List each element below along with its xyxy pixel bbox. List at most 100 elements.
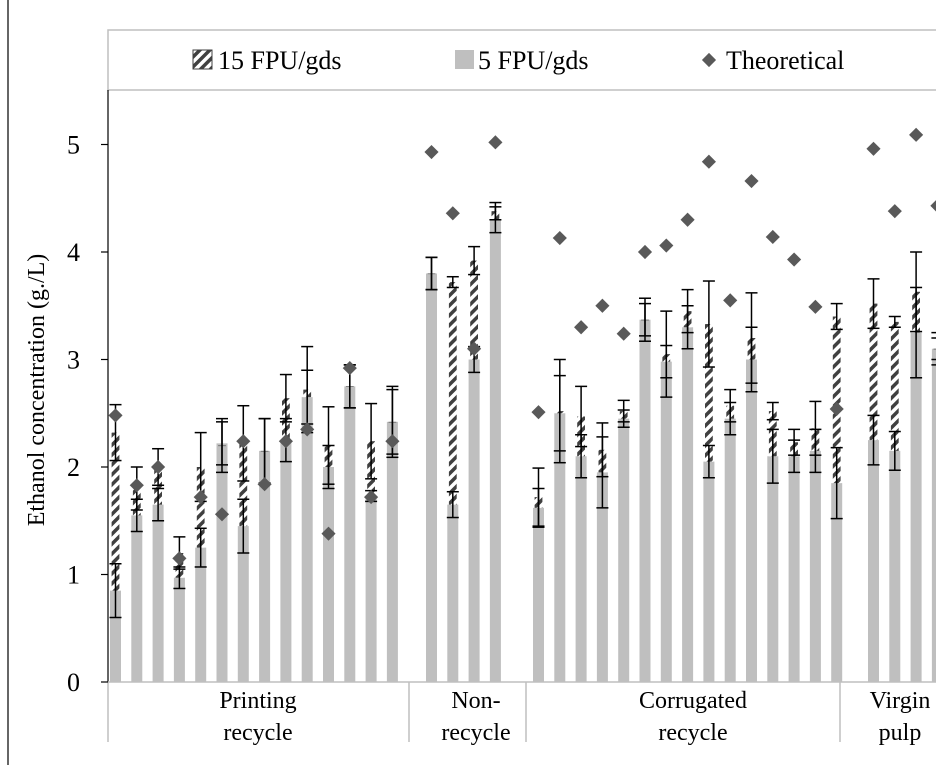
theoretical-marker (723, 293, 738, 308)
legend-swatch-5fpu (455, 50, 474, 69)
y-tick-label: 5 (67, 131, 80, 160)
bar-5fpu (639, 319, 651, 682)
group-label-line1: Corrugated (639, 688, 747, 714)
theoretical-marker (321, 526, 336, 541)
bar-15fpu (933, 348, 936, 350)
group-label-line2: recycle (223, 720, 292, 746)
theoretical-marker (909, 127, 924, 142)
bar-5fpu (767, 456, 779, 682)
bars (110, 211, 936, 682)
theoretical-marker (637, 244, 653, 260)
theoretical-marker (467, 341, 482, 356)
y-axis-label: Ethanol concentration (g./L) (24, 254, 50, 527)
group-labels: Printing recycle Non-recycle Corrugated recy… (219, 688, 930, 746)
bar-5fpu (131, 515, 143, 682)
bar-15fpu (196, 467, 205, 548)
legend-label-15fpu: 15 FPU/gds (218, 46, 342, 75)
bar-15fpu (470, 260, 478, 360)
theoretical-marker (151, 459, 166, 475)
bar-5fpu (195, 547, 207, 682)
theoretical-marker (424, 144, 439, 160)
bar-15fpu (239, 443, 248, 527)
bar-5fpu (931, 348, 936, 682)
bar-5fpu (596, 472, 608, 682)
bar-5fpu (746, 359, 757, 682)
theoretical-marker (364, 490, 379, 505)
theoretical-marker (214, 507, 230, 522)
legend-swatch-15fpu (192, 49, 213, 70)
theoretical-marker (866, 141, 881, 156)
bar-5fpu (301, 397, 313, 682)
bar-5fpu (447, 504, 459, 682)
group-label-line2: recycle (441, 720, 510, 746)
theoretical-marker (531, 405, 546, 420)
bar-5fpu (724, 418, 736, 682)
bar-5fpu (868, 440, 879, 682)
theoretical-marker (680, 212, 695, 227)
bar-15fpu (832, 316, 841, 484)
bar-15fpu (705, 324, 713, 462)
bar-5fpu (216, 443, 228, 682)
theoretical-marker (488, 135, 503, 150)
y-tick-label: 0 (67, 668, 80, 697)
theoretical-marker (616, 326, 631, 341)
theoretical-marker (445, 206, 460, 221)
theoretical-marker (659, 238, 674, 253)
theoretical-marker (193, 490, 208, 505)
theoretical-marker (552, 230, 567, 246)
bar-15fpu (890, 321, 899, 451)
y-tick-label: 2 (67, 453, 80, 482)
bar-15fpu (869, 303, 878, 441)
theoretical-marker (887, 204, 902, 219)
bar-5fpu (386, 421, 398, 682)
bar-5fpu (280, 440, 292, 682)
theoretical-marker (108, 408, 123, 423)
bar-5fpu (344, 386, 356, 682)
legend-box (107, 29, 936, 91)
bar-5fpu (237, 526, 249, 682)
bar-5fpu (809, 450, 821, 682)
bar-5fpu (788, 456, 800, 682)
bar-5fpu (259, 450, 271, 682)
bar-15fpu (448, 282, 457, 505)
theoretical-marker (385, 434, 400, 449)
bar-5fpu (703, 461, 715, 682)
theoretical-marker (744, 173, 759, 189)
group-label-line2: pulp (879, 720, 922, 746)
bar-15fpu (111, 432, 120, 591)
legend-marker-theoretical (701, 52, 717, 68)
group-label-line1: Printing (219, 688, 296, 714)
legend-label-theoretical: Theoretical (726, 46, 844, 75)
theoretical-marker (300, 422, 315, 437)
y-tick-label: 3 (67, 346, 80, 375)
theoretical-marker (787, 252, 802, 267)
bar-5fpu (110, 590, 121, 682)
theoretical-marker (278, 434, 293, 449)
y-tick-label: 1 (67, 561, 80, 590)
theoretical-marker (236, 434, 251, 449)
theoretical-marker (829, 401, 844, 417)
bar-5fpu (682, 327, 694, 682)
bar-5fpu (533, 507, 544, 682)
theoretical-marker (172, 551, 187, 566)
theoretical-marker (808, 299, 823, 314)
bar-5fpu (365, 496, 377, 682)
bar-5fpu (618, 418, 630, 682)
theoretical-marker (595, 298, 610, 313)
group-label-line1: Virgin (870, 688, 931, 714)
theoretical-marker (930, 198, 936, 213)
bar-5fpu (910, 332, 922, 682)
bar-5fpu (323, 467, 334, 682)
y-tick-label: 4 (67, 238, 80, 267)
bar-5fpu (489, 219, 501, 682)
bar-5fpu (426, 273, 437, 682)
group-label-line1: Non- (451, 688, 500, 714)
bar-5fpu (173, 577, 185, 682)
legend-label-5fpu: 5 FPU/gds (478, 46, 589, 75)
legend: 15 FPU/gds 5 FPU/gds Theoretical (107, 29, 936, 91)
bar-5fpu (468, 359, 480, 682)
bar-5fpu (660, 361, 672, 682)
theoretical-marker (765, 229, 780, 245)
theoretical-marker (257, 477, 272, 492)
